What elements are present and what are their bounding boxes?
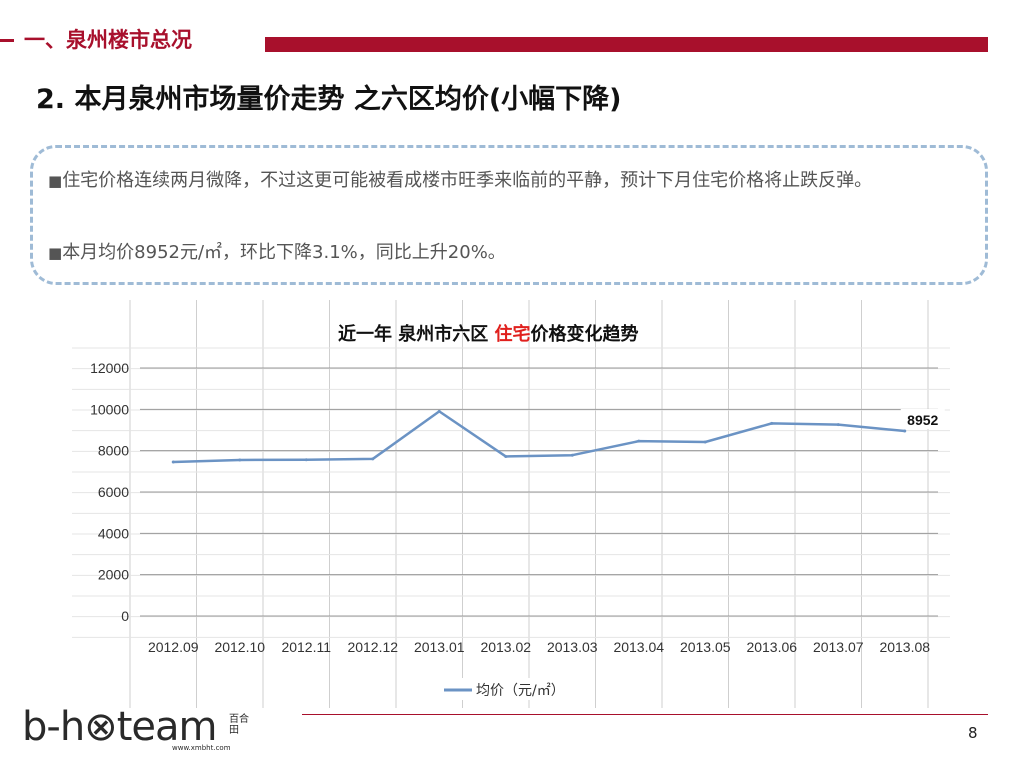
chart-data-point [304, 458, 308, 462]
price-trend-chart: 0 2000 4000 6000 8000 10000 12000 2012.09 2012.1… [72, 300, 950, 708]
chart-x-tick-label: 2012.12 [347, 639, 398, 655]
chart-y-tick-label: 0 [121, 608, 129, 624]
chart-title-part: 近一年 泉州市六区 [338, 323, 495, 345]
footer-divider [302, 714, 988, 715]
page-heading: 2. 本月泉州市场量价走势 之六区均价(小幅下降) [36, 84, 622, 115]
summary-text-2: 本月均价8952元/㎡，环比下降3.1%，同比上升20%。 [62, 242, 506, 263]
chart-data-point [903, 429, 907, 433]
chart-data-point [836, 423, 840, 427]
chart-x-tick-label: 2012.09 [148, 639, 199, 655]
chart-data-label-bg [900, 408, 945, 429]
chart-legend-bg [432, 678, 582, 700]
section-accent-bar [265, 37, 988, 52]
chart-title-part: 价格变化趋势 [531, 323, 639, 345]
section-title: 一、泉州楼市总况 [24, 28, 192, 52]
chart-series-line [173, 410, 905, 464]
chart-x-tick-label: 2013.06 [746, 639, 797, 655]
chart-data-point [770, 421, 774, 425]
chart-x-tick-label: 2013.05 [680, 639, 731, 655]
chart-y-tick-label: 12000 [90, 360, 129, 376]
chart-data-point [238, 458, 242, 462]
chart-x-tick-label: 2013.03 [547, 639, 598, 655]
summary-paragraph-1: ■住宅价格连续两月微降，不过这更可能被看成楼市旺季来临前的平静，预计下月住宅价格… [48, 166, 978, 196]
chart-title: 近一年 泉州市六区 住宅价格变化趋势 [338, 323, 639, 345]
chart-legend-label: 均价（元/㎡） [476, 683, 565, 699]
logo-url: www.xmbht.com [172, 744, 231, 752]
chart-x-tick-label: 2013.08 [879, 639, 930, 655]
chart-data-point [504, 454, 508, 458]
summary-box [30, 145, 988, 285]
chart-x-tick-label: 2013.01 [414, 639, 465, 655]
chart-x-tick-label: 2013.07 [813, 639, 864, 655]
chart-data-point [570, 453, 574, 457]
chart-data-point [703, 440, 707, 444]
chart-x-tick-label: 2013.04 [613, 639, 664, 655]
bullet-icon: ■ [48, 172, 63, 190]
company-logo: b-h⊗team 百合田 www.xmbht.com [22, 704, 262, 756]
summary-text-1: 住宅价格连续两月微降，不过这更可能被看成楼市旺季来临前的平静，预计下月住宅价格将… [62, 170, 873, 191]
chart-x-tick-label: 2013.02 [480, 639, 531, 655]
chart-y-tick-label: 6000 [98, 484, 129, 500]
section-header: 一、泉州楼市总况 [0, 22, 1024, 58]
chart-title-part: 住宅 [495, 323, 531, 345]
chart-y-tick-label: 2000 [98, 567, 129, 583]
page-number: 8 [968, 724, 978, 742]
chart-y-tick-label: 4000 [98, 525, 129, 541]
chart-y-tick-label: 8000 [98, 443, 129, 459]
chart-x-tick-label: 2012.11 [281, 639, 331, 655]
logo-chinese-name: 百合田 [229, 714, 249, 736]
logo-wordmark: b-h⊗team [22, 704, 217, 750]
chart-data-point [371, 457, 375, 461]
chart-data-point [637, 439, 641, 443]
summary-paragraph-2: ■本月均价8952元/㎡，环比下降3.1%，同比上升20%。 [48, 238, 978, 268]
chart-data-label: 8952 [907, 412, 938, 428]
chart-data-point [437, 409, 441, 413]
chart-data-point [171, 460, 175, 464]
chart-svg: 0 2000 4000 6000 8000 10000 12000 2012.09 2012.1… [72, 300, 950, 708]
chart-y-tick-label: 10000 [90, 401, 129, 417]
section-accent-line [0, 39, 14, 42]
bullet-icon: ■ [48, 244, 63, 262]
chart-x-tick-label: 2012.10 [214, 639, 265, 655]
